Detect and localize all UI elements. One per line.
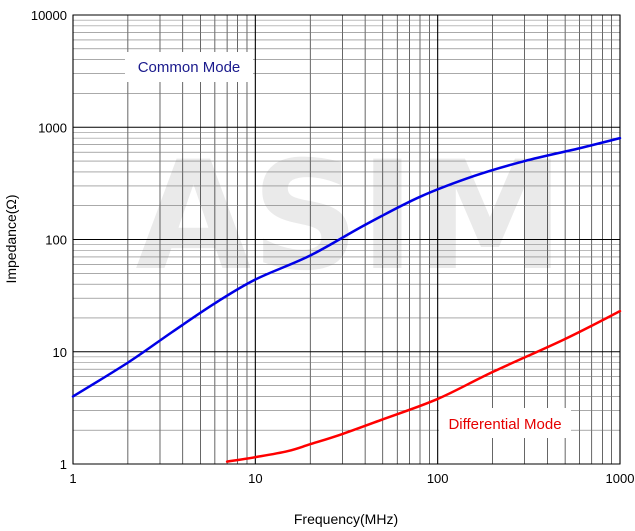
- x-axis-label: Frequency(MHz): [294, 511, 398, 527]
- y-tick-label: 1000: [38, 120, 67, 135]
- y-tick-label: 10000: [31, 8, 67, 23]
- plot-frame: [72, 14, 621, 465]
- series-line-common-mode: [71, 136, 622, 398]
- y-tick-label: 10: [53, 345, 67, 360]
- y-axis-label: Impedance(Ω): [3, 194, 19, 283]
- y-tick-labels: 1 10 100 1000 10000: [31, 8, 67, 472]
- series-layer: [71, 136, 622, 463]
- common-mode-label-box: [125, 52, 253, 82]
- x-tick-labels: 1 10 100 1000: [69, 471, 634, 486]
- watermark-text: ASIM: [135, 130, 564, 304]
- x-tick-label: 1000: [606, 471, 635, 486]
- x-tick-label: 100: [427, 471, 449, 486]
- y-tick-label: 100: [45, 233, 67, 248]
- differential-mode-label-box: [439, 408, 571, 438]
- x-tick-label: 10: [248, 471, 262, 486]
- common-mode-label: Common Mode: [138, 59, 241, 76]
- differential-mode-label: Differential Mode: [448, 416, 561, 433]
- y-tick-label: 1: [60, 457, 67, 472]
- x-tick-label: 1: [69, 471, 76, 486]
- series-line-differential-mode: [225, 309, 622, 463]
